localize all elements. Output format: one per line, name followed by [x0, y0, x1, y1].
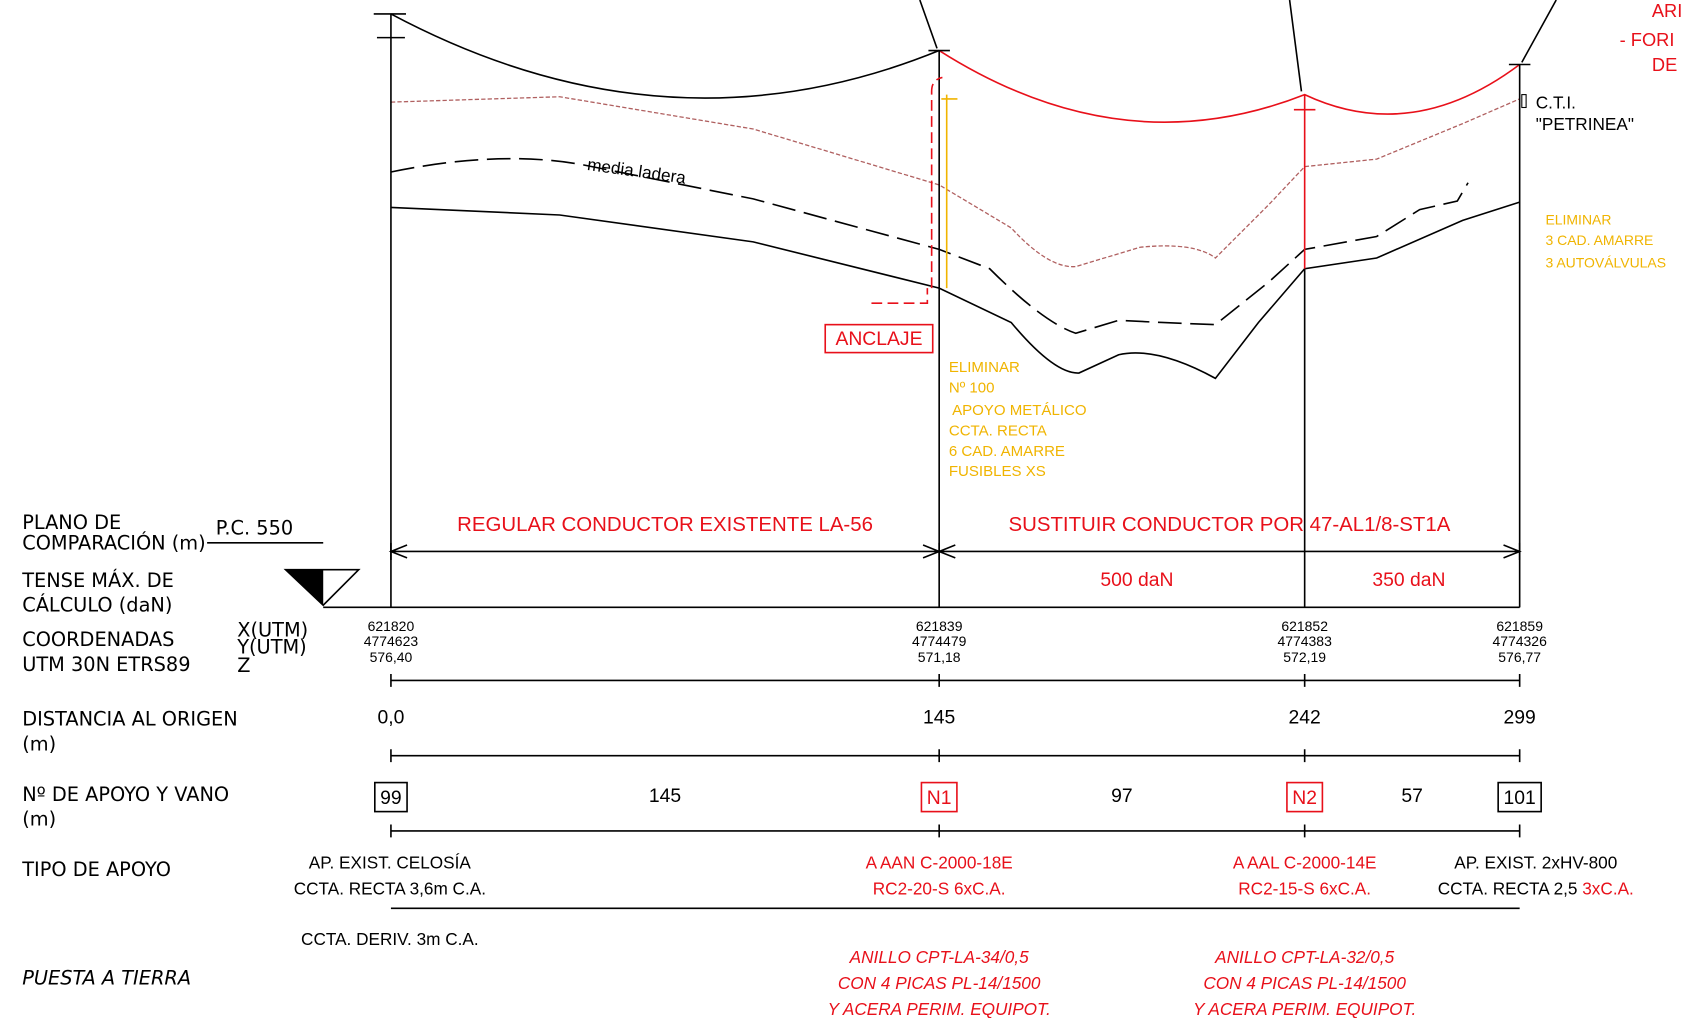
top-note: DE — [1652, 54, 1677, 75]
row-label: (m) — [22, 732, 56, 755]
support-box — [920, 781, 958, 813]
row-label: Nº DE APOYO Y VANO — [22, 783, 229, 806]
row-label: (m) — [22, 808, 56, 831]
support-box — [1497, 781, 1542, 813]
clearance-line — [390, 96, 1520, 268]
note: FUSIBLES XS — [949, 463, 1046, 480]
row-label: PUESTA A TIERRA — [22, 967, 191, 990]
distance: 299 — [1504, 706, 1536, 728]
distance: 145 — [923, 706, 955, 728]
support-type: A AAL C-2000-14E — [1233, 853, 1377, 873]
support-type: CCTA. RECTA 2,5 3xC.A. — [1438, 878, 1634, 898]
support-id: 101 — [1504, 787, 1536, 809]
anchor — [871, 76, 943, 304]
support-type: CCTA. RECTA 3,6m C.A. — [294, 878, 486, 898]
tension: 350 daN — [1372, 569, 1445, 591]
coord-x: 621852 — [1281, 618, 1328, 634]
span-length: 57 — [1401, 785, 1423, 807]
coord-x: 621839 — [916, 618, 963, 634]
support-id: 99 — [380, 787, 402, 809]
note: CCTA. RECTA — [949, 422, 1047, 439]
row-label: X(UTM) — [237, 618, 308, 641]
top-note: - FORI — [1620, 29, 1675, 50]
support-id: N1 — [927, 787, 952, 809]
note: 3 CAD. AMARRE — [1545, 232, 1653, 248]
note: ELIMINAR — [1545, 212, 1611, 228]
row-label: Y(UTM) — [236, 636, 307, 659]
note: APOYO METÁLICO — [952, 402, 1086, 419]
row-label: UTM 30N ETRS89 — [22, 653, 190, 676]
coord-y: 4774326 — [1492, 633, 1547, 649]
distance: 0,0 — [377, 706, 404, 728]
row-label: COMPARACIÓN (m) — [22, 530, 205, 554]
row-label: Z — [237, 654, 250, 677]
anchor-box — [824, 323, 934, 354]
profile-lines — [207, 0, 1557, 910]
crossarms — [373, 13, 1531, 66]
support-type: RC2-20-S 6xC.A. — [873, 878, 1006, 898]
row-label: P.C. 550 — [216, 516, 293, 539]
span-label: REGULAR CONDUCTOR EXISTENTE LA-56 — [457, 514, 873, 536]
coord-x: 621859 — [1496, 618, 1543, 634]
support-n2-top — [1293, 94, 1316, 269]
support-type: CCTA. RECTA 2,5 — [1438, 878, 1578, 898]
earthing: ANILLO CPT-LA-32/0,5 — [1214, 947, 1394, 967]
earthing: Y ACERA PERIM. EQUIPOT. — [1193, 999, 1416, 1018]
table-lines — [207, 542, 1521, 910]
support-type: CCTA. DERIV. 3m C.A. — [301, 929, 479, 949]
terrain — [390, 201, 1520, 380]
coord-x: 621820 — [368, 618, 415, 634]
datum-fill — [285, 569, 324, 606]
span-length: 97 — [1111, 785, 1133, 807]
note: Nº 100 — [949, 379, 995, 396]
cti-mark — [1521, 94, 1527, 109]
new-conductor — [938, 49, 1521, 123]
coord-y: 4774479 — [912, 633, 967, 649]
support-type: RC2-15-S 6xC.A. — [1238, 878, 1371, 898]
terrain-label: media ladera — [586, 154, 688, 188]
row-label: COORDENADAS — [22, 628, 174, 651]
earthing: CON 4 PICAS PL-14/1500 — [1203, 973, 1406, 993]
row-label: DISTANCIA AL ORIGEN — [22, 708, 238, 731]
slope-line — [390, 157, 1469, 335]
tension: 500 daN — [1100, 569, 1173, 591]
support-type: A AAN C-2000-18E — [866, 853, 1013, 873]
coord-y: 4774383 — [1277, 633, 1332, 649]
distance: 242 — [1289, 706, 1321, 728]
coord-y: 4774623 — [364, 633, 419, 649]
note: ELIMINAR — [949, 359, 1020, 376]
note: 6 CAD. AMARRE — [949, 443, 1065, 460]
coord-z: 571,18 — [918, 649, 961, 665]
old-support — [941, 94, 958, 289]
support-type-extra: 3xC.A. — [1582, 878, 1634, 898]
support-type: AP. EXIST. 2xHV-800 — [1454, 853, 1617, 873]
dimension-line — [388, 542, 1522, 561]
pointer-arrows — [919, 0, 1557, 92]
coord-z: 576,77 — [1498, 649, 1541, 665]
note: 3 AUTOVÁLVULAS — [1545, 255, 1666, 271]
row-label: PLANO DE — [22, 511, 121, 534]
support-type: AP. EXIST. CELOSÍA — [309, 853, 472, 873]
span-label: SUSTITUIR CONDUCTOR POR 47-AL1/8-ST1A — [1008, 514, 1450, 536]
conductor — [390, 13, 940, 99]
support-box — [374, 781, 408, 813]
earthing: ANILLO CPT-LA-34/0,5 — [849, 947, 1029, 967]
support-id: N2 — [1292, 787, 1317, 809]
span-length: 145 — [649, 785, 681, 807]
coord-z: 572,19 — [1283, 649, 1326, 665]
anchor-label: ANCLAJE — [835, 328, 922, 350]
cti-label: "PETRINEA" — [1536, 114, 1634, 134]
top-note: ARI — [1652, 0, 1682, 21]
coord-z: 576,40 — [370, 649, 413, 665]
support-lines — [390, 13, 1521, 608]
support-box — [1286, 781, 1324, 813]
earthing: CON 4 PICAS PL-14/1500 — [838, 973, 1041, 993]
earthing: Y ACERA PERIM. EQUIPOT. — [828, 999, 1051, 1018]
row-label: TIPO DE APOYO — [21, 858, 171, 881]
cti-label: C.T.I. — [1536, 93, 1576, 113]
row-label: CÁLCULO (daN) — [22, 594, 172, 617]
row-label: TENSE MÁX. DE — [21, 569, 174, 592]
